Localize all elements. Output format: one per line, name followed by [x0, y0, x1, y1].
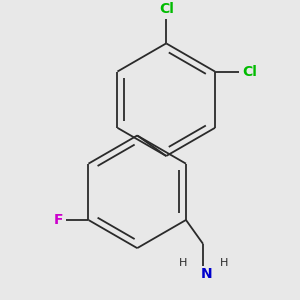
Text: Cl: Cl [242, 64, 257, 79]
Text: F: F [53, 213, 63, 227]
Text: Cl: Cl [159, 2, 174, 16]
Text: H: H [179, 258, 188, 268]
Text: N: N [201, 267, 212, 281]
Text: H: H [220, 258, 229, 268]
